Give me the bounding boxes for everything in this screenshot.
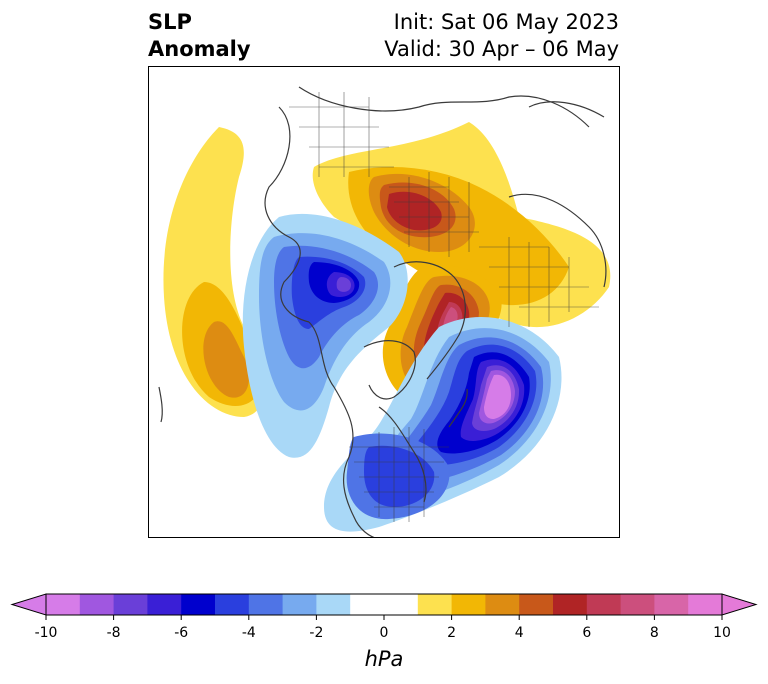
colorbar-cell (519, 594, 554, 615)
chart-title: SLP Anomaly (148, 9, 251, 63)
anomaly-map (158, 86, 611, 537)
colorbar-cell (451, 594, 486, 615)
political-boundaries (289, 92, 599, 522)
colorbar-extend-min (10, 593, 47, 616)
colorbar-cell (79, 594, 115, 615)
colorbar-cell (654, 594, 689, 615)
map-panel (148, 66, 620, 538)
colorbar-tick-label: 0 (379, 625, 389, 641)
colorbar-cell (248, 594, 284, 615)
colorbar-cell (417, 594, 453, 615)
colorbar-tick-label: -8 (106, 625, 121, 641)
colorbar-tick-label: -2 (309, 625, 324, 641)
colorbar-cells (46, 594, 723, 615)
colorbar-cell (147, 594, 182, 615)
title-line-1: SLP (148, 10, 192, 34)
colorbar-tick-label: -10 (34, 625, 58, 641)
colorbar-extend-max (721, 593, 758, 616)
colorbar-tick-label: 10 (713, 625, 731, 641)
colorbar-tick-label: 6 (582, 625, 592, 641)
arctic-high-anomaly (312, 122, 611, 328)
colorbar-cell (553, 594, 588, 615)
colorbar-tick-label: 2 (447, 625, 457, 641)
colorbar-cell (113, 594, 148, 615)
colorbar-cell (485, 594, 520, 615)
valid-range: Valid: 30 Apr – 06 May (384, 37, 619, 61)
colorbar-cell (350, 594, 419, 615)
pacific-high-anomaly (163, 127, 265, 417)
canada-low-anomaly (242, 213, 408, 458)
colorbar-cell (620, 594, 655, 615)
colorbar-tick-label: 8 (649, 625, 659, 641)
colorbar-cell (282, 594, 317, 615)
chart-subtitle: Init: Sat 06 May 2023 Valid: 30 Apr – 06… (384, 9, 619, 63)
colorbar-ticks (45, 615, 723, 620)
init-date: Init: Sat 06 May 2023 (393, 10, 619, 34)
colorbar-unit: hPa (364, 647, 404, 671)
colorbar-tick-label: 4 (514, 625, 524, 641)
title-line-2: Anomaly (148, 37, 251, 61)
colorbar-cell (46, 594, 81, 615)
colorbar-cell (215, 594, 250, 615)
colorbar-tick-label: -4 (241, 625, 256, 641)
colorbar (10, 593, 758, 620)
colorbar-cell (688, 594, 723, 615)
colorbar-cell (316, 594, 351, 615)
colorbar-tick-label: -6 (174, 625, 189, 641)
colorbar-cell (586, 594, 622, 615)
colorbar-cell (181, 594, 216, 615)
